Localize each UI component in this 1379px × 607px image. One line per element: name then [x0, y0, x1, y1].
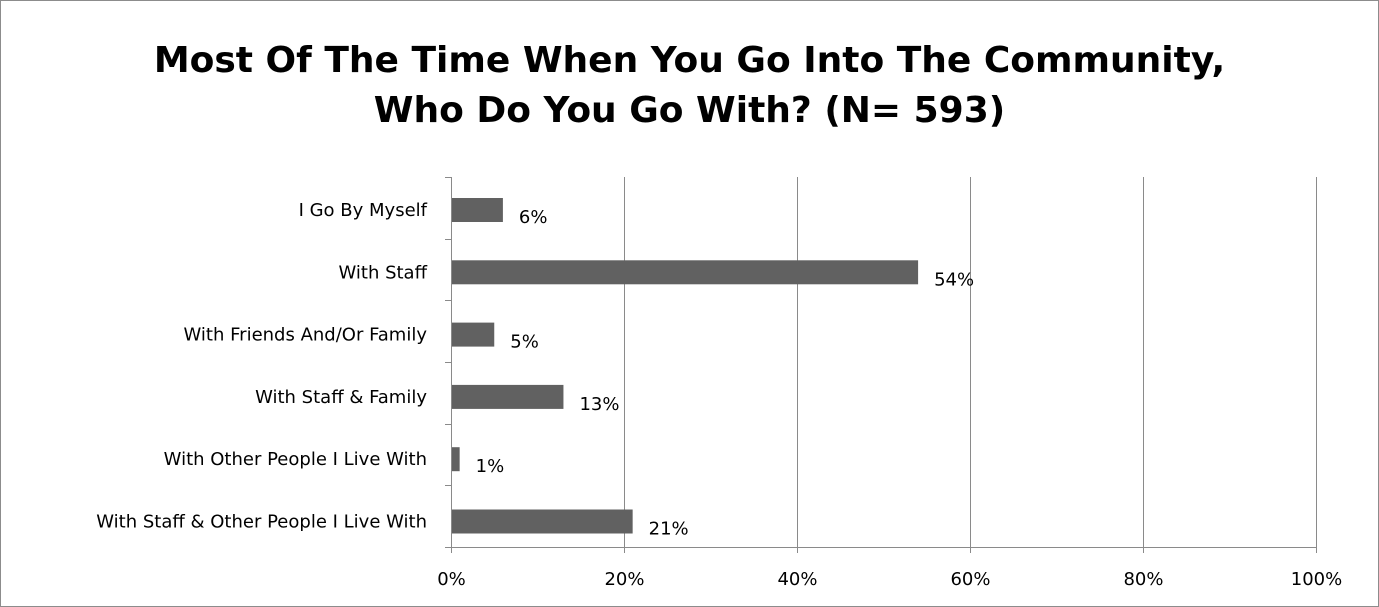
chart-title: Most Of The Time When You Go Into The Co… [0, 36, 1379, 136]
category-label-6: With Staff & Other People I Live With [96, 512, 427, 533]
data-labels: 6% 54% 5% 13% 1% 21% [476, 207, 974, 540]
category-label-3: With Friends And/Or Family [184, 325, 428, 346]
x-tick-label-20: 20% [604, 569, 644, 590]
data-label-1: 6% [519, 207, 548, 228]
bar-1 [452, 198, 503, 222]
x-tick-label-80: 80% [1123, 569, 1163, 590]
data-label-2: 54% [934, 269, 974, 290]
category-label-2: With Staff [338, 262, 427, 283]
bar-5 [452, 447, 460, 472]
data-label-3: 5% [510, 332, 539, 353]
axes [445, 177, 1317, 553]
x-tick-labels: 0% 20% 40% 60% 80% 100% [437, 569, 1342, 590]
bars [452, 198, 919, 534]
data-label-5: 1% [476, 456, 505, 477]
data-label-4: 13% [579, 394, 619, 415]
category-label-1: I Go By Myself [299, 200, 428, 221]
bar-2 [452, 260, 919, 285]
x-tick-label-0: 0% [437, 569, 466, 590]
category-label-5: With Other People I Live With [164, 449, 427, 470]
bar-3 [452, 322, 495, 347]
bar-4 [452, 384, 564, 409]
chart-title-line-1: Most Of The Time When You Go Into The Co… [153, 40, 1226, 81]
category-labels: I Go By Myself With Staff With Friends And… [96, 200, 427, 533]
gridlines [624, 177, 1317, 547]
data-label-6: 21% [649, 519, 689, 540]
category-label-4: With Staff & Family [255, 387, 427, 408]
x-tick-label-100: 100% [1291, 569, 1342, 590]
bar-6 [452, 509, 633, 534]
x-tick-label-40: 40% [777, 569, 817, 590]
x-tick-label-60: 60% [950, 569, 990, 590]
chart-title-line-2: Who Do You Go With? (N= 593) [373, 90, 1006, 131]
